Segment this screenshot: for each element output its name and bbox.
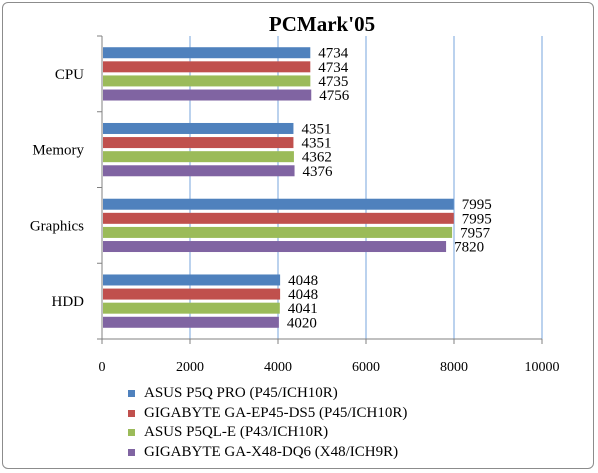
- x-tick-label: 10000: [525, 360, 560, 375]
- axes: [97, 35, 543, 344]
- category-label: Graphics: [30, 218, 84, 234]
- data-label: 4048: [288, 273, 318, 289]
- data-label: 7995: [462, 197, 492, 213]
- data-label: 4020: [287, 315, 317, 331]
- bar: [103, 47, 311, 59]
- legend-swatch: [128, 390, 135, 398]
- legend-item: ASUS P5Q PRO (P45/ICH10R): [128, 384, 407, 404]
- x-tick-label: 2000: [176, 360, 204, 375]
- bar: [103, 122, 294, 134]
- bar: [103, 288, 281, 300]
- x-tick-label: 4000: [264, 360, 292, 375]
- legend-label: ASUS P5Q PRO (P45/ICH10R): [144, 385, 338, 402]
- bar: [103, 75, 311, 87]
- bar: [103, 274, 281, 286]
- bar: [103, 316, 279, 328]
- category-label: HDD: [52, 294, 85, 310]
- data-label: 4048: [288, 287, 318, 303]
- legend: ASUS P5Q PRO (P45/ICH10R) GIGABYTE GA-EP…: [128, 384, 407, 462]
- data-label: 4362: [302, 150, 332, 166]
- legend-item: GIGABYTE GA-EP45-DS5 (P45/ICH10R): [128, 404, 407, 424]
- bar: [103, 212, 454, 224]
- x-tick-label: 6000: [352, 360, 380, 375]
- bars: [103, 47, 454, 328]
- data-label: 7957: [460, 225, 491, 241]
- bar: [103, 61, 311, 73]
- legend-label: ASUS P5QL-E (P43/ICH10R): [144, 424, 329, 441]
- bar: [103, 165, 295, 177]
- bar: [103, 89, 312, 101]
- chart-title: PCMark'05: [269, 12, 375, 36]
- data-label: 4351: [301, 121, 331, 137]
- legend-label: GIGABYTE GA-X48-DQ6 (X48/ICH9R): [144, 443, 399, 460]
- data-label: 4041: [288, 301, 318, 317]
- data-label: 4735: [318, 74, 348, 90]
- x-tick-label: 0: [99, 360, 106, 375]
- legend-swatch: [128, 409, 135, 417]
- legend-item: GIGABYTE GA-X48-DQ6 (X48/ICH9R): [128, 443, 407, 463]
- data-label: 4351: [301, 136, 331, 152]
- bar: [103, 241, 447, 253]
- legend-swatch: [128, 429, 135, 437]
- bar: [103, 137, 294, 149]
- data-label: 4734: [318, 46, 349, 62]
- labels: 0 2000 4000 6000 8000 10000CPU473447344735475…: [30, 46, 560, 375]
- category-label: CPU: [55, 67, 84, 83]
- legend-swatch: [128, 448, 135, 456]
- gridlines: [189, 36, 543, 339]
- legend-item: ASUS P5QL-E (P43/ICH10R): [128, 423, 407, 443]
- bar: [103, 198, 454, 210]
- data-label: 4376: [303, 164, 334, 180]
- category-label: Memory: [32, 143, 84, 159]
- data-label: 4734: [318, 60, 349, 76]
- data-label: 7995: [462, 211, 492, 227]
- bar: [103, 151, 294, 163]
- data-label: 7820: [454, 240, 484, 256]
- x-tick-label: 8000: [440, 360, 468, 375]
- data-label: 4756: [319, 88, 350, 104]
- legend-label: GIGABYTE GA-EP45-DS5 (P45/ICH10R): [144, 404, 408, 421]
- bar: [103, 226, 453, 238]
- bar: [103, 302, 280, 314]
